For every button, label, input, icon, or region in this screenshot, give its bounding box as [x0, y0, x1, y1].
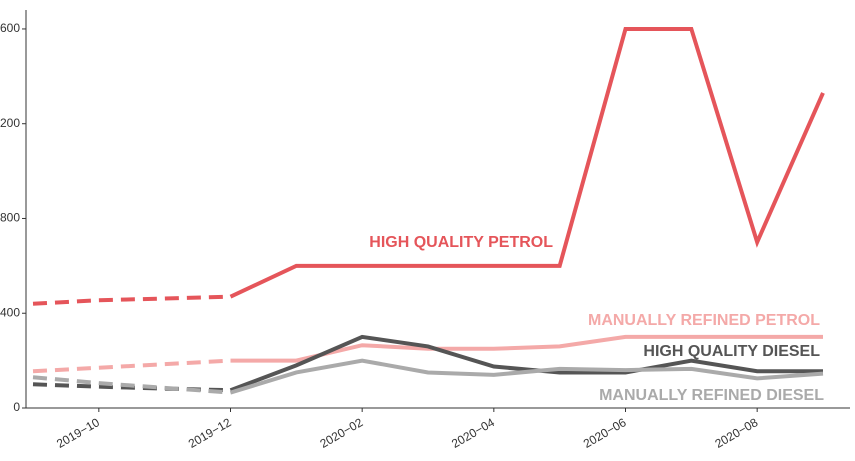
x-tick-label: 2020−08: [712, 415, 760, 451]
dashed-line: [32, 294, 231, 306]
series-label: MANUALLY REFINED PETROL: [588, 312, 820, 329]
y-tick-label: 1600: [0, 21, 20, 35]
series-line: [229, 26, 825, 299]
y-tick-label: 400: [0, 305, 20, 319]
x-tick-label: 2020−04: [449, 415, 497, 451]
dashed-line: [32, 375, 231, 395]
series-label: HIGH QUALITY PETROL: [369, 234, 553, 251]
dashed-line: [32, 358, 231, 374]
series-label: MANUALLY REFINED DIESEL: [599, 387, 824, 404]
series-line: [229, 358, 824, 395]
x-tick-label: 2020−02: [317, 415, 365, 451]
series-label: HIGH QUALITY DIESEL: [643, 343, 820, 360]
x-tick-label: 2020−06: [581, 415, 629, 451]
series-line: [229, 334, 823, 393]
y-tick-label: 1200: [0, 116, 20, 130]
y-tick-label: 800: [0, 211, 20, 225]
y-tick-label: 0: [13, 400, 20, 414]
x-tick-label: 2019−10: [54, 415, 102, 451]
x-tick-label: 2019−12: [186, 415, 234, 451]
